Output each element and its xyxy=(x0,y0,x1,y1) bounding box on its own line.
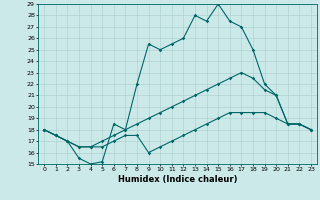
X-axis label: Humidex (Indice chaleur): Humidex (Indice chaleur) xyxy=(118,175,237,184)
